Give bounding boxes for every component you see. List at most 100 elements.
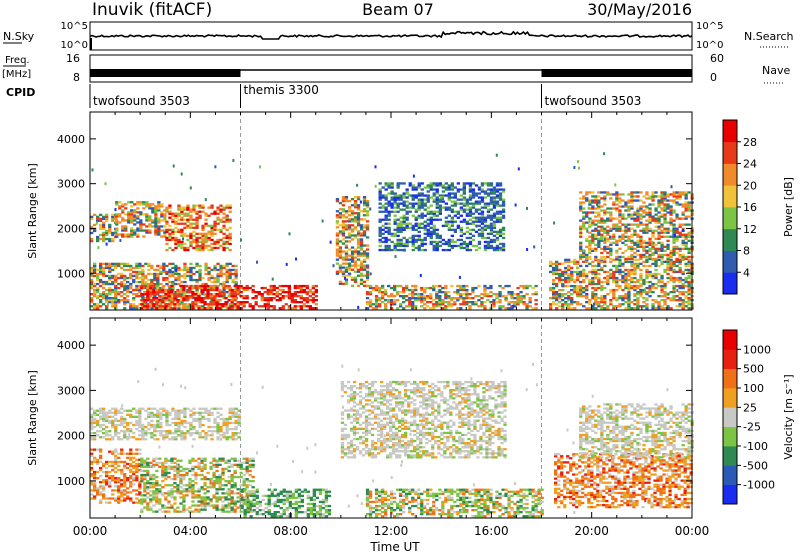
echo-cell [133, 209, 137, 212]
echo-cell [365, 270, 370, 273]
freq-right-tick-top: 60 [710, 52, 724, 65]
echo-cell [402, 200, 406, 203]
echo-cell [102, 295, 106, 298]
echo-cell [93, 291, 97, 294]
echo-cell [630, 241, 634, 244]
echo-cell [149, 291, 153, 294]
echo-cell [344, 252, 349, 255]
echo-cell [405, 305, 409, 308]
echo-cell [615, 305, 619, 308]
echo-cell [102, 417, 106, 421]
echo-cell [359, 274, 364, 277]
scatter-echo [603, 237, 606, 241]
echo-cell [174, 438, 178, 441]
echo-cell [222, 286, 226, 290]
echo-cell [411, 301, 415, 304]
echo-cell [150, 264, 154, 268]
echo-cell [510, 291, 514, 294]
echo-cell [90, 413, 94, 416]
echo-cell [576, 262, 580, 265]
echo-cell [621, 193, 625, 196]
echo-cell [210, 274, 214, 278]
echo-cell [231, 268, 235, 272]
echo-cell [123, 425, 127, 429]
echo-cell [215, 286, 219, 290]
echo-cell [168, 206, 172, 209]
echo-cell [387, 228, 391, 231]
echo-cell [636, 191, 640, 194]
echo-cell [444, 301, 448, 304]
echo-cell [222, 419, 226, 423]
echo-cell [411, 214, 415, 217]
echo-cell [177, 244, 181, 248]
echo-cell [356, 234, 361, 237]
echo-cell [582, 211, 586, 214]
echo-cell [480, 222, 485, 225]
echo-cell [567, 305, 571, 308]
echo-cell [347, 258, 352, 261]
echo-cell [528, 299, 532, 302]
echo-cell [663, 213, 667, 216]
echo-cell [96, 286, 100, 290]
echo-cell [90, 305, 94, 308]
echo-cell [627, 237, 631, 240]
echo-cell [666, 268, 670, 272]
echo-cell [519, 284, 523, 288]
echo-cell [171, 297, 175, 300]
echo-cell [135, 419, 139, 423]
echo-cell [681, 272, 685, 276]
echo-cell [417, 204, 421, 207]
echo-cell [405, 222, 409, 225]
echo-cell [459, 303, 463, 306]
echo-cell [335, 198, 340, 201]
echo-cell [168, 210, 172, 213]
echo-cell [450, 297, 454, 300]
echo-cell [140, 307, 144, 310]
echo-cell [633, 264, 637, 268]
echo-cell [111, 436, 115, 439]
echo-cell [621, 280, 625, 284]
echo-cell [90, 266, 94, 270]
echo-cell [432, 182, 436, 185]
echo-cell [198, 274, 202, 278]
echo-cell [555, 260, 559, 263]
echo-cell [579, 255, 583, 259]
echo-cell [591, 268, 595, 272]
echo-cell [154, 229, 158, 232]
echo-cell [486, 182, 491, 185]
echo-cell [180, 222, 184, 225]
echo-cell [456, 190, 460, 193]
echo-cell [666, 245, 670, 248]
echo-cell [225, 438, 229, 441]
echo-cell [579, 229, 583, 232]
echo-cell [210, 425, 214, 429]
echo-cell [186, 288, 190, 292]
echo-cell [489, 224, 494, 227]
echo-cell [420, 216, 424, 219]
echo-cell [420, 295, 424, 298]
echo-cell [576, 272, 580, 276]
echo-cell [672, 284, 676, 288]
echo-cell [471, 194, 476, 197]
echo-cell [567, 284, 571, 288]
echo-cell [123, 297, 127, 300]
echo-cell [204, 432, 208, 435]
echo-cell [156, 430, 160, 433]
echo-cell [522, 301, 526, 304]
echo-cell [492, 240, 497, 244]
echo-cell [573, 286, 577, 290]
echo-cell [160, 219, 164, 222]
echo-cell [207, 270, 211, 274]
echo-cell [456, 291, 460, 294]
echo-cell [657, 284, 661, 288]
echo-cell [648, 209, 652, 212]
echo-cell [477, 188, 482, 191]
echo-cell [597, 203, 601, 206]
echo-cell [296, 286, 300, 290]
echo-cell [272, 297, 276, 300]
echo-cell [477, 305, 481, 308]
echo-cell [468, 212, 473, 215]
echo-cell [402, 192, 406, 195]
echo-cell [139, 203, 143, 206]
echo-cell [474, 218, 479, 221]
